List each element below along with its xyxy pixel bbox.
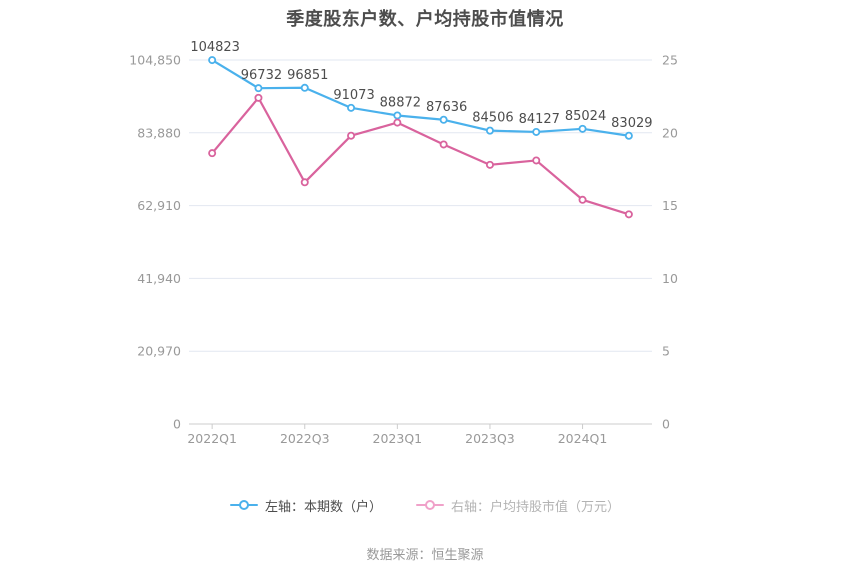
- left-axis-tick-label: 41,940: [137, 271, 181, 286]
- data-point-shareholder-count[interactable]: [439, 115, 448, 124]
- data-point-shareholder-count[interactable]: [300, 83, 309, 92]
- right-axis-tick-label: 10: [662, 271, 678, 286]
- data-point-avg-market-value[interactable]: [578, 195, 587, 204]
- data-point-avg-market-value[interactable]: [624, 210, 633, 219]
- data-point-shareholder-count[interactable]: [393, 111, 402, 120]
- data-point-shareholder-count[interactable]: [578, 124, 587, 133]
- right-axis-tick-label: 25: [662, 53, 678, 68]
- right-axis-tick-label: 20: [662, 125, 678, 140]
- data-point-label: 87636: [426, 100, 467, 115]
- legend-item-avg-market-value[interactable]: 右轴：户均持股市值（万元）: [416, 496, 620, 515]
- left-axis-tick-label: 62,910: [137, 198, 181, 213]
- data-point-shareholder-count[interactable]: [532, 127, 541, 136]
- data-source: 数据来源：恒生聚源: [366, 548, 484, 563]
- data-point-avg-market-value[interactable]: [532, 156, 541, 165]
- x-axis-tick-label: 2023Q3: [465, 431, 515, 446]
- data-point-shareholder-count[interactable]: [208, 56, 217, 65]
- data-point-label: 96851: [287, 68, 328, 83]
- data-point-avg-market-value[interactable]: [300, 178, 309, 187]
- data-point-avg-market-value[interactable]: [485, 160, 494, 169]
- data-point-shareholder-count[interactable]: [254, 84, 263, 93]
- left-axis-tick-label: 104,850: [129, 53, 181, 68]
- x-axis-tick-label: 2022Q3: [280, 431, 330, 446]
- data-point-label: 84506: [472, 111, 513, 126]
- legend-circle: [425, 500, 435, 510]
- right-axis-tick-label: 5: [662, 344, 670, 359]
- data-point-label: 84127: [519, 112, 560, 127]
- data-point-label: 104823: [190, 40, 240, 55]
- chart-title: 季度股东户数、户均持股市值情况: [286, 9, 564, 30]
- legend-circle: [238, 500, 249, 510]
- legend-item-shareholder-count[interactable]: 左轴：本期数（户）: [229, 496, 382, 515]
- series-line-avg-market-value: [211, 96, 630, 216]
- data-point-avg-market-value[interactable]: [254, 93, 263, 102]
- legend-line-circle-icon: [229, 500, 258, 511]
- legend-label: 右轴：户均持股市值（万元）: [451, 499, 621, 515]
- data-point-label: 85024: [565, 109, 606, 124]
- data-point-shareholder-count[interactable]: [624, 131, 633, 140]
- data-point-shareholder-count[interactable]: [485, 126, 494, 135]
- data-point-label: 96732: [241, 68, 282, 83]
- left-axis-tick-label: 20,970: [137, 344, 181, 359]
- data-point-avg-market-value[interactable]: [393, 118, 402, 127]
- data-point-avg-market-value[interactable]: [208, 149, 217, 158]
- x-axis-tick-label: 2024Q1: [558, 431, 608, 446]
- right-axis-tick-label: 15: [662, 198, 678, 213]
- data-point-label: 83029: [611, 116, 652, 131]
- legend: 左轴：本期数（户） 右轴：户均持股市值（万元）: [0, 494, 850, 516]
- series-line-shareholder-count: [211, 59, 630, 137]
- right-axis-tick-label: 0: [662, 417, 670, 432]
- left-axis-tick-label: 0: [173, 417, 181, 432]
- data-point-label: 88872: [380, 95, 421, 110]
- x-axis-tick-label: 2022Q1: [187, 431, 237, 446]
- data-point-avg-market-value[interactable]: [347, 131, 356, 140]
- legend-label: 左轴：本期数（户）: [264, 499, 382, 515]
- data-point-label: 91073: [333, 88, 374, 103]
- plot-area: 104,850 25 83,880 20 62,910 15 41,940 10 20,970 5…: [129, 40, 678, 446]
- legend-line-circle-icon: [416, 500, 444, 511]
- data-point-shareholder-count[interactable]: [347, 103, 356, 112]
- left-axis-tick-label: 83,880: [137, 125, 181, 140]
- x-axis-tick-label: 2023Q1: [373, 431, 423, 446]
- data-point-avg-market-value[interactable]: [439, 140, 448, 149]
